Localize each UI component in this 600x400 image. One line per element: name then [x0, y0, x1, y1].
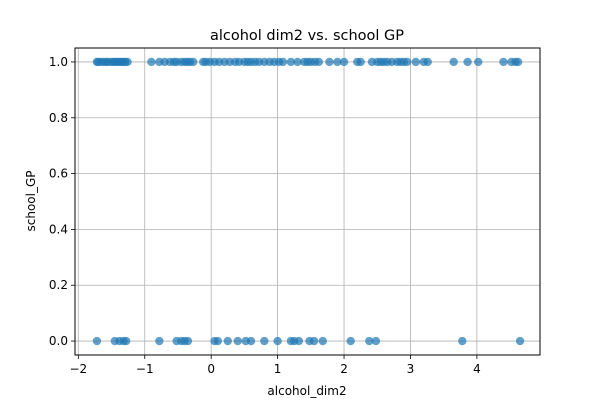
data-point [147, 57, 156, 67]
data-point [318, 336, 327, 346]
data-point [293, 57, 302, 67]
data-point [286, 57, 296, 67]
data-point [513, 57, 523, 67]
x-axis: −2 −1 0 1 2 3 4 [69, 355, 481, 376]
data-point [402, 57, 412, 67]
data-point [449, 57, 458, 67]
data-point [294, 336, 304, 346]
data-point [183, 336, 193, 346]
data-point [309, 336, 319, 346]
x-tick-label: −1 [136, 362, 154, 376]
data-point [223, 336, 232, 346]
x-tick-label: −2 [69, 362, 87, 376]
data-point [233, 336, 242, 346]
data-point [278, 57, 288, 67]
plot-frame [74, 47, 541, 356]
y-tick-label: 0.0 [49, 334, 68, 348]
data-point [411, 57, 420, 67]
x-tick-label: 3 [407, 362, 415, 376]
grid-lines [75, 48, 540, 355]
x-tick-label: 2 [340, 362, 348, 376]
data-point [123, 57, 132, 67]
data-point [213, 336, 223, 346]
y-axis-title: school_GP [24, 170, 38, 231]
data-point [474, 57, 483, 67]
data-point [121, 336, 131, 346]
data-point [273, 336, 282, 346]
data-point [260, 336, 269, 346]
data-point [189, 57, 198, 67]
data-point [499, 57, 508, 67]
data-point [339, 57, 349, 67]
data-points [92, 57, 525, 346]
x-tick-label: 1 [274, 362, 282, 376]
data-point [463, 57, 472, 67]
x-tick-label: 0 [207, 362, 215, 376]
data-point [423, 57, 432, 67]
data-point [346, 336, 355, 346]
y-tick-label: 0.8 [49, 111, 68, 125]
data-point [515, 336, 525, 346]
y-tick-label: 0.2 [49, 278, 68, 292]
data-point [314, 57, 323, 67]
x-axis-title: alcohol_dim2 [267, 384, 346, 398]
data-point [356, 57, 365, 67]
data-point [92, 336, 102, 346]
data-point [333, 57, 342, 67]
data-point [365, 336, 374, 346]
y-tick-label: 0.6 [49, 167, 68, 181]
data-point [246, 336, 256, 346]
x-tick-label: 4 [473, 362, 481, 376]
data-point [155, 336, 164, 346]
data-point [325, 57, 334, 67]
y-tick-label: 0.4 [49, 222, 68, 236]
y-tick-label: 1.0 [49, 55, 68, 69]
y-axis: 0.0 0.2 0.4 0.6 0.8 1.0 [49, 55, 75, 348]
data-point [371, 336, 381, 346]
data-point [458, 336, 467, 346]
chart-title: alcohol dim2 vs. school GP [210, 28, 404, 44]
